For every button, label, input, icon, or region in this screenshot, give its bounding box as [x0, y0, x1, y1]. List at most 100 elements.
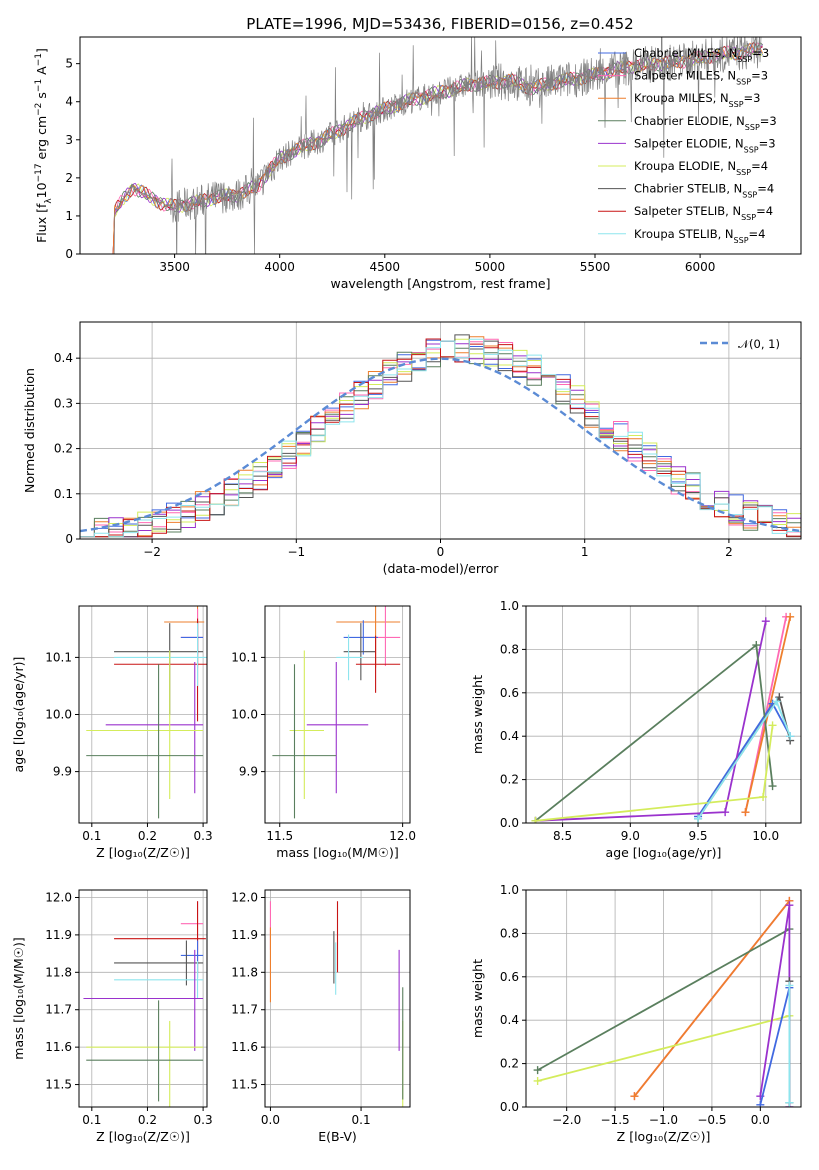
series-line-chabrier_miles — [759, 987, 791, 1106]
y-tick-label: 10.1 — [231, 650, 258, 664]
axes-frame — [525, 605, 802, 824]
legend-name: Salpeter ELODIE, N — [634, 136, 744, 150]
y-tick-label: 0.2 — [500, 1057, 519, 1071]
panel-massweight_vs_age: 8.5 9.0 9.5 10.0 0.0 0.2 0.4 0.6 0.8 1.0 age [log₁… — [470, 599, 802, 860]
legend-count: =3 — [744, 91, 761, 105]
x-axis-label: age [log₁₀(age/yr)] — [606, 845, 722, 860]
y-tick-label: 11.7 — [45, 1003, 72, 1017]
series-marker-chabrier_elodie — [752, 641, 761, 650]
y-tick-label: 0 — [65, 532, 73, 546]
legend-name: Salpeter STELIB, N — [634, 204, 741, 218]
legend-label-chabrier_miles: Chabrier MILES, NSSP=3 — [634, 46, 769, 64]
y-tick-label: 0 — [65, 247, 73, 261]
x-tick-label: 4500 — [370, 260, 401, 274]
plot-area — [533, 896, 794, 1107]
y-axis-label: mass weight — [470, 959, 485, 1038]
y-tick-label: 9.9 — [53, 765, 72, 779]
plot-area — [80, 334, 801, 538]
y-axis-label: mass weight — [470, 675, 485, 754]
x-tick-label: −1.0 — [649, 1113, 678, 1127]
series-marker-kroupa_elodie — [768, 721, 777, 730]
y-tick-label: 0.2 — [54, 442, 73, 456]
x-axis-label: Z [log₁₀(Z/Z☉)] — [96, 1129, 190, 1144]
legend-name: Chabrier MILES, N — [634, 46, 737, 60]
x-tick-label: 0.3 — [194, 1113, 213, 1127]
series-marker-salpeter_elodie — [785, 901, 794, 910]
data-spectrum — [111, 37, 762, 254]
x-axis-label: E(B-V) — [318, 1129, 357, 1144]
y-label-part: erg cm — [34, 116, 49, 164]
axes-frame — [264, 889, 411, 1108]
y-tick-label: 10.1 — [45, 650, 72, 664]
series-marker-kroupa_miles — [786, 612, 795, 621]
x-axis-label: wavelength [Angstrom, rest frame] — [330, 276, 550, 291]
series-line-chabrier_stelib — [697, 694, 792, 820]
series-marker-kroupa_stelib — [786, 732, 795, 741]
y-tick-label: 11.5 — [231, 1078, 258, 1092]
y-label-part: −1 — [34, 79, 44, 92]
legend-label-chabrier_elodie: Chabrier ELODIE, NSSP=3 — [634, 114, 777, 132]
y-axis-label: age [log₁₀(age/yr)] — [11, 657, 26, 773]
legend-sub: SSP — [741, 213, 756, 222]
y-tick-label: 0.6 — [500, 970, 519, 984]
y-tick-label: 5 — [65, 57, 73, 71]
y-tick-label: 1.0 — [500, 883, 519, 897]
y-label-part: λ — [44, 198, 54, 204]
y-tick-label: 0.4 — [54, 351, 73, 365]
x-tick-label: 9.0 — [621, 829, 640, 843]
series-marker-kroupa_elodie — [533, 1076, 542, 1085]
y-label-part: −17 — [34, 163, 44, 182]
plot-area — [111, 37, 763, 254]
normal-curve — [80, 357, 801, 533]
histogram-salpeter_stelib — [80, 338, 801, 538]
x-tick-label: 5000 — [475, 260, 506, 274]
legend-count: =4 — [749, 227, 766, 241]
legend-sub: SSP — [744, 145, 759, 154]
x-tick-label: 0 — [437, 545, 445, 559]
legend-label-salpeter_miles: Salpeter MILES, NSSP=3 — [634, 69, 768, 87]
y-axis-label: Normed distribution — [22, 368, 37, 493]
x-tick-label: 10.0 — [752, 829, 779, 843]
series-marker-chabrier_elodie — [768, 782, 777, 791]
x-axis-label: Z [log₁₀(Z/Z☉)] — [96, 845, 190, 860]
legend-name: Kroupa MILES, N — [634, 91, 729, 105]
plot-area — [269, 901, 404, 1107]
series-marker-kroupa_miles — [630, 1092, 639, 1101]
series-marker-salpeter_elodie — [761, 617, 770, 626]
series-marker-chabrier_miles — [756, 1100, 765, 1107]
legend-sub: SSP — [736, 77, 751, 86]
axes-frame — [78, 889, 208, 1108]
y-tick-label: 1 — [65, 209, 73, 223]
legend-sub: SSP — [737, 55, 752, 64]
x-tick-label: 4000 — [264, 260, 295, 274]
y-tick-label: 4 — [65, 95, 73, 109]
y-label-part: −2 — [34, 103, 44, 116]
plot-area — [86, 606, 207, 819]
y-tick-label: 12.0 — [45, 890, 72, 904]
y-tick-label: 2 — [65, 171, 73, 185]
legend-sub: SSP — [729, 100, 744, 109]
series-marker-kroupa_stelib — [785, 1098, 794, 1107]
legend-name: Salpeter MILES, N — [634, 69, 736, 83]
legend-label-chabrier_stelib: Chabrier STELIB, NSSP=4 — [634, 182, 774, 200]
x-tick-label: −0.5 — [697, 1113, 726, 1127]
panel-residuals: −2 −1 0 1 2 0 0.1 0.2 0.3 0.4 (data-model)/error No… — [22, 321, 802, 576]
series-line-kroupa_elodie — [535, 725, 774, 822]
series-marker-chabrier_stelib — [775, 693, 784, 702]
series-marker-chabrier_elodie — [533, 1066, 542, 1075]
panel-massweight_vs_Z: −2.0 −1.5 −1.0 −0.5 0.0 0.0 0.2 0.4 0.6 0.8 1.0 Z [… — [470, 883, 802, 1144]
legend-name: Kroupa STELIB, N — [634, 227, 734, 241]
series-marker-kroupa_miles — [741, 808, 750, 817]
y-label-part: s — [34, 92, 49, 103]
legend-name: Chabrier STELIB, N — [634, 182, 742, 196]
panel-mass_vs_ebv: 0.0 0.1 11.5 11.6 11.7 11.8 11.9 12.0 E(B-V) — [231, 889, 411, 1144]
figure-title: PLATE=1996, MJD=53436, FIBERID=0156, z=0… — [246, 15, 633, 33]
series-line-chabrier_elodie — [537, 928, 790, 1071]
x-axis-label: (data-model)/error — [383, 561, 500, 576]
panel-age_vs_Z: 0.1 0.2 0.3 9.9 10.0 10.1 Z [log₁₀(Z/Z☉)] age [… — [11, 605, 213, 860]
legend-sub: SSP — [736, 168, 751, 177]
y-tick-label: 11.5 — [45, 1078, 72, 1092]
y-tick-label: 11.6 — [231, 1040, 258, 1054]
legend-count: =4 — [757, 182, 774, 196]
plot-area — [83, 901, 206, 1107]
